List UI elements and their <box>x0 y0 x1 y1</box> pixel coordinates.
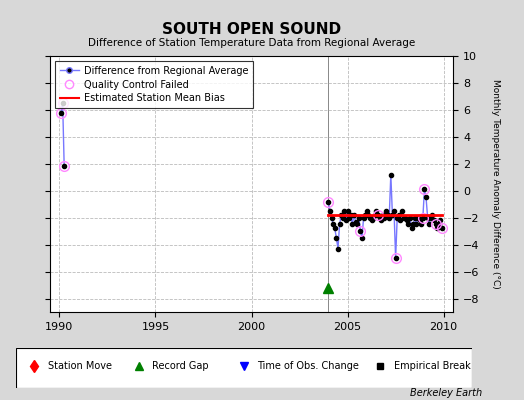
Y-axis label: Monthly Temperature Anomaly Difference (°C): Monthly Temperature Anomaly Difference (… <box>490 79 499 289</box>
Legend: Difference from Regional Average, Quality Control Failed, Estimated Station Mean: Difference from Regional Average, Qualit… <box>54 61 253 108</box>
Text: Time of Obs. Change: Time of Obs. Change <box>257 361 359 371</box>
Text: Difference of Station Temperature Data from Regional Average: Difference of Station Temperature Data f… <box>88 38 415 48</box>
FancyBboxPatch shape <box>16 348 472 388</box>
Text: Empirical Break: Empirical Break <box>394 361 471 371</box>
Text: Station Move: Station Move <box>48 361 112 371</box>
Text: Record Gap: Record Gap <box>152 361 209 371</box>
Text: SOUTH OPEN SOUND: SOUTH OPEN SOUND <box>162 22 341 37</box>
Text: Berkeley Earth: Berkeley Earth <box>410 388 482 398</box>
